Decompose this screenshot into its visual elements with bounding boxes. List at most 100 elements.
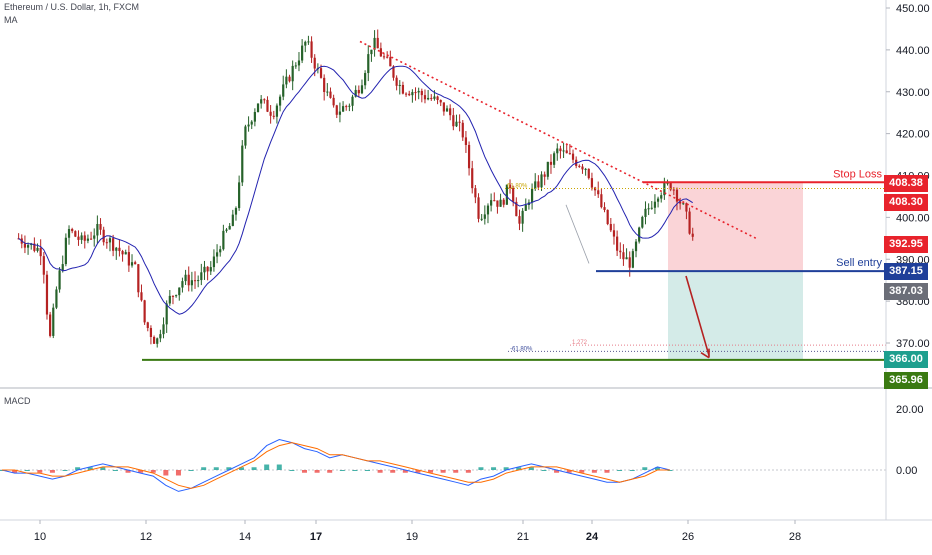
candle-body bbox=[449, 108, 452, 116]
candle-body bbox=[285, 76, 288, 85]
candle-body bbox=[638, 227, 641, 242]
candle-body bbox=[467, 144, 471, 169]
candle-body bbox=[203, 266, 206, 273]
candle-body bbox=[326, 91, 329, 93]
candle-body bbox=[52, 307, 55, 336]
candle-body bbox=[600, 194, 603, 208]
candle-body bbox=[231, 214, 234, 226]
candle-body bbox=[625, 257, 628, 260]
candle-body bbox=[74, 231, 77, 237]
candle-body bbox=[228, 225, 231, 230]
y-tick-label: 450.00 bbox=[896, 3, 930, 15]
candle-body bbox=[30, 243, 33, 246]
x-tick-label: 26 bbox=[682, 531, 694, 543]
candle-body bbox=[590, 178, 594, 188]
candle-body bbox=[86, 238, 90, 241]
macd-histogram-bar bbox=[289, 470, 295, 471]
candle-body bbox=[146, 322, 149, 328]
stop-loss-zone bbox=[668, 182, 803, 272]
candle-body bbox=[329, 91, 332, 98]
candle-body bbox=[584, 168, 587, 170]
macd-histogram-bar bbox=[62, 470, 68, 471]
candle-body bbox=[597, 190, 600, 195]
candle-body bbox=[392, 66, 395, 78]
candle-body bbox=[278, 96, 282, 106]
candle-body bbox=[445, 108, 449, 112]
candle-body bbox=[58, 270, 61, 290]
candle-body bbox=[140, 292, 143, 301]
macd-histogram-bar bbox=[491, 467, 497, 470]
candle-body bbox=[534, 181, 537, 189]
macd-histogram-bar bbox=[301, 470, 307, 473]
candle-body bbox=[660, 195, 663, 199]
candle-body bbox=[553, 153, 556, 165]
candle-body bbox=[430, 97, 433, 99]
price-label-stop-loss: 408.38 bbox=[884, 175, 928, 192]
price-label-last: 392.95 bbox=[884, 236, 928, 253]
candle-body bbox=[508, 184, 512, 189]
descending-trendline bbox=[359, 40, 757, 240]
fib-61-label: 61.80% bbox=[507, 183, 528, 189]
macd-histogram-bar bbox=[365, 470, 371, 471]
macd-histogram-bar bbox=[12, 470, 18, 473]
candle-body bbox=[581, 166, 584, 170]
symbol-title: Ethereum / U.S. Dollar, 1h, FXCM bbox=[4, 2, 140, 12]
candle-body bbox=[568, 153, 571, 155]
candle-body bbox=[442, 102, 445, 112]
candle-body bbox=[675, 189, 679, 202]
x-tick-label: 10 bbox=[34, 531, 46, 543]
candle-body bbox=[370, 49, 373, 55]
candle-body bbox=[115, 247, 118, 251]
macd-histogram-bar bbox=[75, 467, 81, 470]
fib-ext-label: 1.272 bbox=[572, 340, 588, 346]
candle-body bbox=[77, 236, 80, 240]
candle-body bbox=[515, 201, 518, 217]
candle-body bbox=[502, 199, 505, 205]
x-tick-label: 24 bbox=[586, 531, 599, 543]
candle-body bbox=[134, 262, 137, 265]
candle-body bbox=[521, 210, 524, 224]
candle-body bbox=[118, 247, 121, 252]
candle-body bbox=[282, 84, 285, 97]
candle-body bbox=[39, 247, 42, 257]
x-tick-label: 21 bbox=[517, 531, 529, 543]
candle-body bbox=[171, 295, 175, 297]
candle-body bbox=[108, 238, 112, 243]
candle-body bbox=[672, 189, 675, 191]
candle-body bbox=[452, 115, 455, 127]
candle-body bbox=[423, 95, 427, 100]
x-tick-label: 14 bbox=[239, 531, 251, 543]
candle-body bbox=[64, 237, 67, 265]
candle-body bbox=[209, 267, 212, 272]
candle-body bbox=[67, 229, 71, 238]
candle-body bbox=[414, 92, 417, 94]
candle-body bbox=[143, 300, 146, 323]
x-tick-label: 28 bbox=[789, 531, 801, 543]
sell-entry-label: Sell entry bbox=[836, 257, 882, 269]
macd-histogram-bar bbox=[150, 470, 156, 473]
macd-histogram-bar bbox=[629, 470, 635, 471]
candle-body bbox=[455, 121, 458, 127]
candle-body bbox=[307, 41, 310, 43]
macd-histogram-bar bbox=[516, 467, 522, 470]
candle-body bbox=[411, 92, 414, 96]
candle-body bbox=[656, 198, 660, 202]
moving-average-line bbox=[18, 65, 693, 315]
macd-histogram-bar bbox=[37, 470, 43, 473]
candle-body bbox=[354, 89, 357, 97]
candle-body bbox=[83, 235, 86, 241]
candle-body bbox=[559, 148, 562, 152]
candle-body bbox=[389, 57, 392, 67]
candle-body bbox=[530, 188, 534, 203]
macd-histogram-bar bbox=[314, 470, 320, 473]
candle-body bbox=[622, 252, 625, 260]
candle-body bbox=[247, 124, 250, 127]
candle-body bbox=[162, 324, 165, 335]
candle-body bbox=[127, 252, 130, 266]
candle-body bbox=[685, 203, 688, 212]
candle-body bbox=[395, 77, 398, 86]
candle-body bbox=[688, 211, 691, 234]
candle-body bbox=[571, 153, 575, 160]
y-tick-label: 420.00 bbox=[896, 129, 930, 141]
